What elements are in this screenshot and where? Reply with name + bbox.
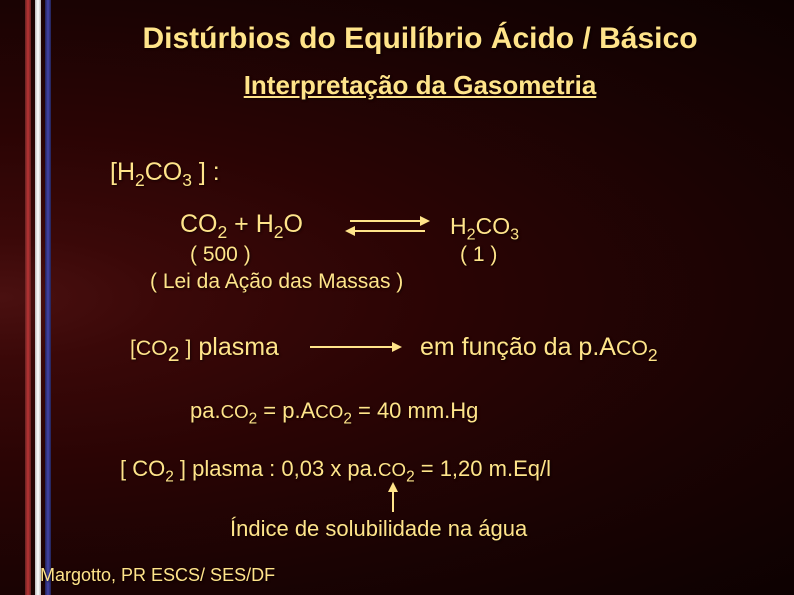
- txt: = 1,20 m.Eq/l: [415, 456, 551, 481]
- txt: 2: [648, 345, 658, 365]
- function-paco2: em função da p.ACO2: [420, 333, 658, 366]
- txt: 3: [182, 170, 192, 190]
- co2-plasma-equation: [ CO2 ] plasma : 0,03 x pa.CO2 = 1,20 m.…: [120, 456, 551, 486]
- txt: CO: [136, 336, 168, 360]
- txt: ] :: [192, 158, 220, 186]
- equation-right: H2CO3: [450, 213, 519, 245]
- txt: CO: [378, 459, 406, 480]
- txt: CO: [180, 210, 218, 238]
- slide-subtitle: Interpretação da Gasometria: [60, 70, 780, 101]
- up-arrow-icon: [392, 484, 394, 512]
- footer-credit: Margotto, PR ESCS/ SES/DF: [40, 565, 275, 586]
- txt: CO: [221, 401, 249, 422]
- txt: 2: [135, 170, 145, 190]
- txt: = 40 mm.Hg: [352, 398, 479, 423]
- co2-plasma-label: [CO2 ] plasma: [130, 333, 279, 367]
- txt: = p.A: [257, 398, 315, 423]
- txt: CO: [616, 336, 648, 360]
- txt: 3: [510, 226, 519, 244]
- txt: 2: [406, 468, 415, 485]
- slide-content: Distúrbios do Equilíbrio Ácido / Básico …: [60, 0, 780, 595]
- txt: 2: [274, 222, 284, 242]
- txt: 2: [168, 342, 186, 366]
- txt: 2: [343, 410, 352, 427]
- txt: 2: [467, 226, 476, 244]
- equation-left: CO2 + H2O: [180, 210, 303, 243]
- txt: plasma: [191, 333, 279, 361]
- side-stripe: [25, 0, 55, 595]
- paco2-equation: pa.CO2 = p.ACO2 = 40 mm.Hg: [190, 398, 478, 428]
- txt: pa.: [190, 398, 221, 423]
- stripe-blue: [45, 0, 51, 595]
- txt: H: [450, 213, 467, 239]
- ratio-500: ( 500 ): [190, 243, 251, 267]
- txt: CO: [476, 213, 511, 239]
- txt: ] plasma : 0,03 x pa.: [174, 456, 378, 481]
- txt: CO: [145, 158, 183, 186]
- txt: CO: [315, 401, 343, 422]
- txt: [ CO: [120, 456, 165, 481]
- equilibrium-arrow-icon: [350, 216, 430, 238]
- txt: [H: [110, 158, 135, 186]
- txt: O: [284, 210, 303, 238]
- txt: 2: [165, 468, 174, 485]
- txt: 2: [249, 410, 258, 427]
- ratio-1: ( 1 ): [460, 243, 497, 267]
- formula-h2co3-label: [H2CO3 ] :: [110, 158, 220, 191]
- law-mass-action: ( Lei da Ação das Massas ): [150, 270, 403, 294]
- txt: em função da p.A: [420, 333, 616, 361]
- solubility-index: Índice de solubilidade na água: [230, 516, 527, 542]
- slide-title: Distúrbios do Equilíbrio Ácido / Básico: [60, 22, 780, 56]
- right-arrow-icon: [310, 346, 400, 348]
- txt: + H: [227, 210, 274, 238]
- txt: 2: [218, 222, 228, 242]
